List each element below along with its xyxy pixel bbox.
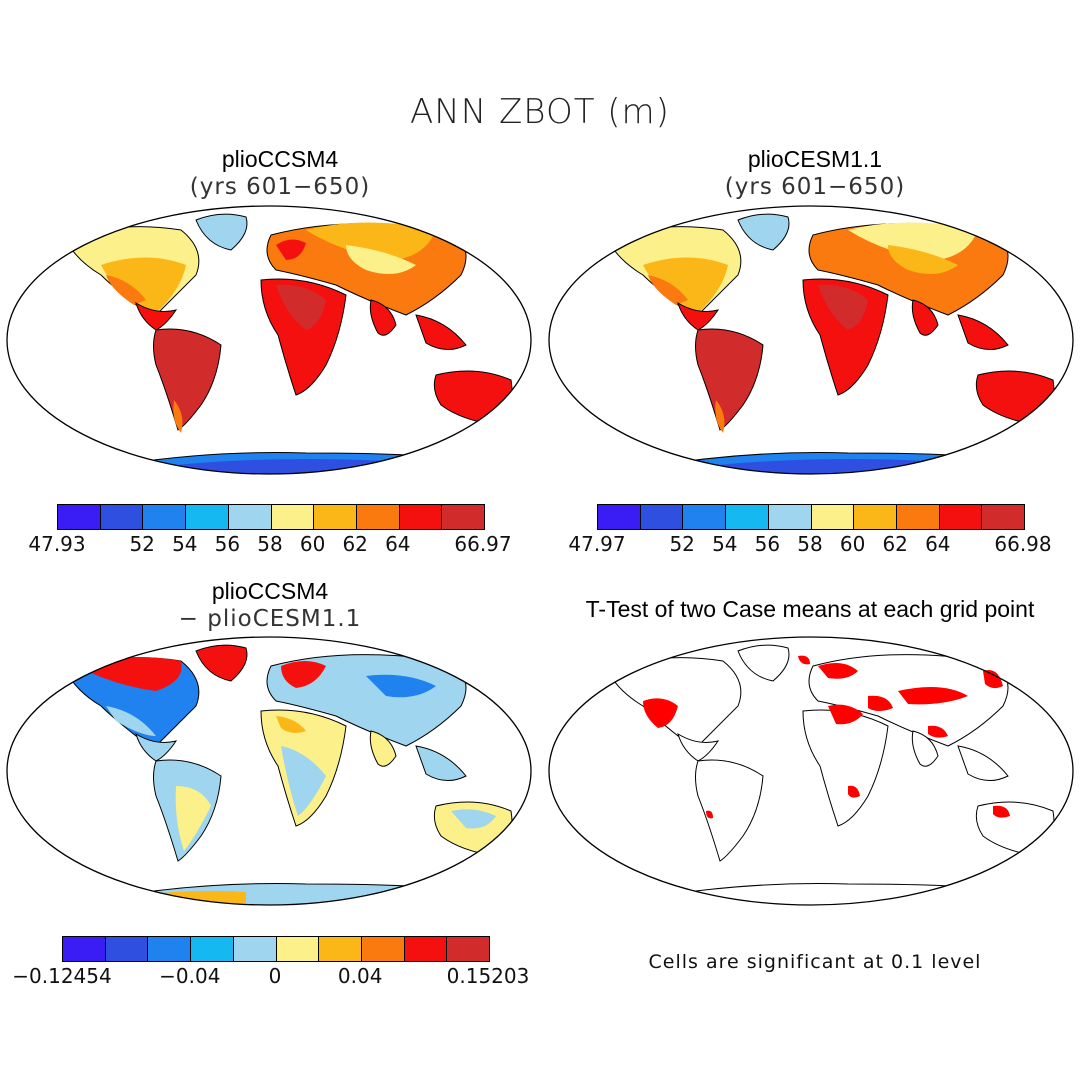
cb2-swatch-2 bbox=[683, 505, 727, 529]
cb1-label-3: 56 bbox=[214, 532, 241, 556]
cb2-swatch-9 bbox=[982, 505, 1025, 529]
panel2-subtitle: (yrs 601−650) bbox=[724, 174, 906, 200]
panel3-title: plioCCSM4 bbox=[211, 578, 329, 604]
cb2-swatch-4 bbox=[768, 505, 812, 529]
cb3-swatch-3 bbox=[191, 937, 234, 961]
cb3-label-3: 0.04 bbox=[337, 964, 383, 988]
africa bbox=[260, 278, 347, 396]
cb1-swatch-9 bbox=[442, 505, 485, 529]
cb3-label-2: 0 bbox=[268, 964, 282, 988]
panel3-subtitle: − plioCESM1.1 bbox=[178, 606, 362, 632]
cb1-swatch-4 bbox=[228, 505, 272, 529]
cb1-swatch-7 bbox=[356, 505, 400, 529]
south-america bbox=[153, 328, 222, 431]
greenland bbox=[195, 213, 248, 251]
cb2-label-4: 58 bbox=[797, 532, 823, 556]
colorbar-panel1-labels: 47.93 52 54 56 58 60 62 64 66.97 bbox=[28, 532, 511, 562]
significance-note: Cells are significant at 0.1 level bbox=[648, 951, 982, 973]
cb2-label-8: 66.98 bbox=[994, 532, 1052, 556]
map-panel3 bbox=[6, 636, 532, 906]
colorbar-panel2-labels: 47.97 52 54 56 58 60 62 64 66.98 bbox=[568, 532, 1051, 562]
cb2-label-5: 60 bbox=[839, 532, 866, 556]
cb1-label-5: 60 bbox=[299, 532, 326, 556]
cb1-label-2: 54 bbox=[172, 532, 198, 556]
cb2-swatch-0 bbox=[598, 505, 641, 529]
cb2-swatch-7 bbox=[896, 505, 940, 529]
cb1-label-6: 62 bbox=[342, 532, 368, 556]
cb1-label-1: 52 bbox=[129, 532, 155, 556]
map-panel1 bbox=[6, 205, 532, 475]
cb3-swatch-0 bbox=[63, 937, 106, 961]
cb3-swatch-6 bbox=[319, 937, 362, 961]
cb3-label-4: 0.15203 bbox=[446, 964, 530, 988]
cb3-swatch-1 bbox=[105, 937, 149, 961]
australia bbox=[433, 370, 513, 426]
colorbar-panel3 bbox=[62, 936, 490, 962]
cb3-swatch-4 bbox=[233, 937, 277, 961]
cb2-label-7: 64 bbox=[925, 532, 951, 556]
cb1-swatch-1 bbox=[100, 505, 144, 529]
cb1-label-0: 47.93 bbox=[28, 532, 86, 556]
cb1-swatch-3 bbox=[186, 505, 229, 529]
cb1-swatch-8 bbox=[399, 505, 443, 529]
cb1-swatch-2 bbox=[143, 505, 187, 529]
cb2-label-6: 62 bbox=[882, 532, 908, 556]
panel1-subtitle: (yrs 601−650) bbox=[189, 174, 371, 200]
cb3-swatch-8 bbox=[404, 937, 448, 961]
cb1-label-7: 64 bbox=[385, 532, 411, 556]
colorbar-panel3-labels: −0.12454 −0.04 0 0.04 0.15203 bbox=[12, 964, 529, 994]
cb3-swatch-2 bbox=[148, 937, 192, 961]
cb2-label-3: 56 bbox=[754, 532, 781, 556]
cb2-label-0: 47.97 bbox=[568, 532, 626, 556]
panel1-title: plioCCSM4 bbox=[221, 146, 339, 172]
cb3-swatch-5 bbox=[276, 937, 320, 961]
cb2-swatch-8 bbox=[939, 505, 983, 529]
cb1-swatch-0 bbox=[58, 505, 101, 529]
cb1-swatch-6 bbox=[314, 505, 357, 529]
cb1-label-8: 66.97 bbox=[454, 532, 512, 556]
cb1-swatch-5 bbox=[271, 505, 315, 529]
cb2-swatch-3 bbox=[726, 505, 769, 529]
cb3-swatch-7 bbox=[361, 937, 405, 961]
cb3-swatch-9 bbox=[447, 937, 490, 961]
cb2-label-2: 54 bbox=[712, 532, 738, 556]
cb3-label-1: −0.04 bbox=[159, 964, 221, 988]
cb3-label-0: −0.12454 bbox=[12, 964, 112, 988]
cb2-label-1: 52 bbox=[669, 532, 695, 556]
map-panel2 bbox=[548, 205, 1074, 475]
figure-title: ANN ZBOT (m) bbox=[410, 92, 670, 132]
cb2-swatch-1 bbox=[640, 505, 684, 529]
panel4-title: T-Test of two Case means at each grid po… bbox=[585, 596, 1035, 622]
cb1-label-4: 58 bbox=[257, 532, 283, 556]
map-panel4 bbox=[548, 636, 1074, 906]
cb2-swatch-6 bbox=[854, 505, 897, 529]
significant-cells bbox=[643, 655, 1010, 819]
colorbar-panel1 bbox=[57, 504, 485, 530]
colorbar-panel2 bbox=[597, 504, 1025, 530]
panel2-title: plioCESM1.1 bbox=[747, 146, 883, 172]
cb2-swatch-5 bbox=[811, 505, 855, 529]
